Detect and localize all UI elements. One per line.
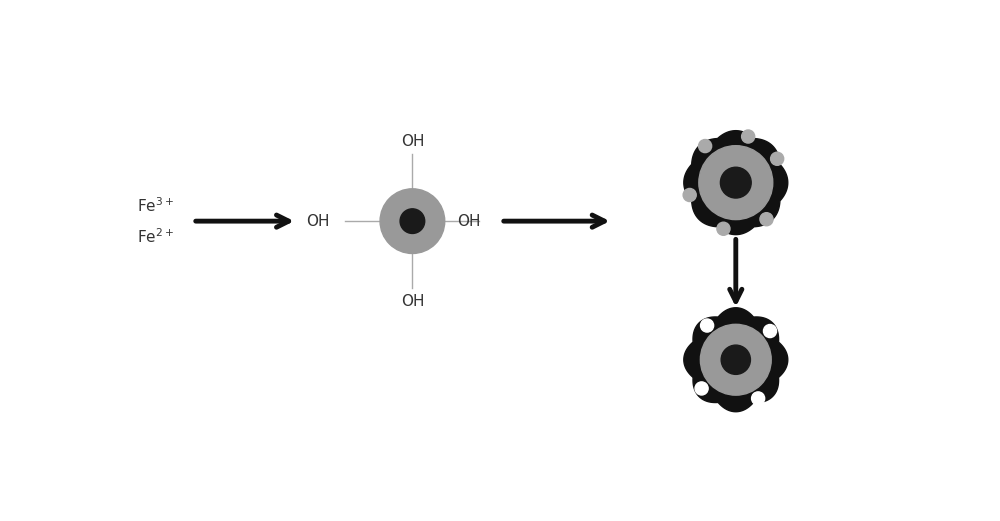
Polygon shape xyxy=(684,308,788,412)
Circle shape xyxy=(720,167,751,198)
Circle shape xyxy=(721,345,750,375)
Circle shape xyxy=(695,382,708,395)
Circle shape xyxy=(683,189,696,202)
Circle shape xyxy=(763,325,777,338)
Circle shape xyxy=(760,213,773,226)
Circle shape xyxy=(400,209,425,233)
Text: Fe$^{3+}$: Fe$^{3+}$ xyxy=(137,196,174,215)
Circle shape xyxy=(752,392,765,405)
Text: OH: OH xyxy=(401,134,424,149)
Polygon shape xyxy=(684,131,788,234)
Circle shape xyxy=(699,140,712,153)
Text: OH: OH xyxy=(401,293,424,308)
Text: OH: OH xyxy=(306,214,330,229)
Circle shape xyxy=(699,146,773,219)
Circle shape xyxy=(700,324,771,395)
Circle shape xyxy=(380,189,445,254)
Circle shape xyxy=(742,130,755,143)
Text: Fe$^{2+}$: Fe$^{2+}$ xyxy=(137,227,174,246)
Circle shape xyxy=(771,152,784,165)
Circle shape xyxy=(701,319,714,332)
Text: OH: OH xyxy=(457,214,481,229)
Circle shape xyxy=(717,222,730,235)
